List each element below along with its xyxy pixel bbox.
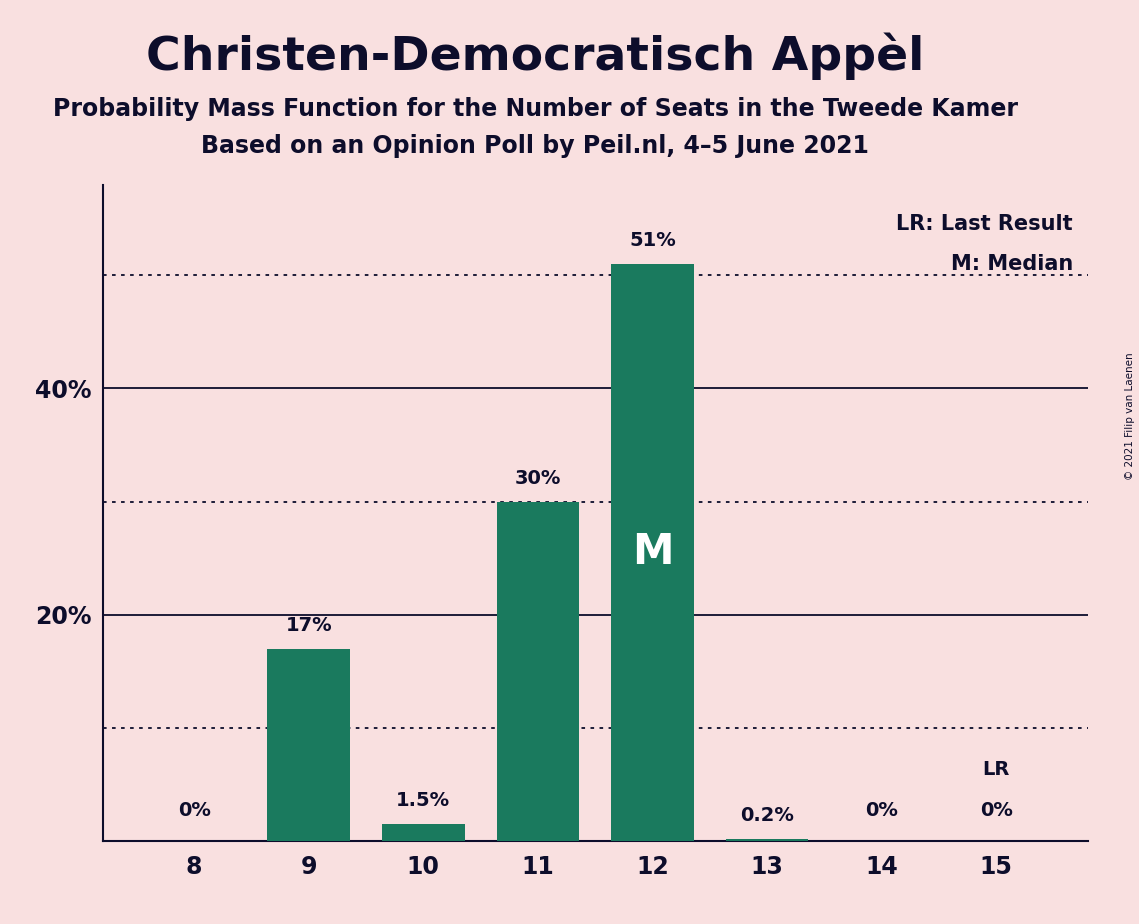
Bar [726, 839, 809, 841]
Text: 30%: 30% [515, 469, 562, 488]
Text: © 2021 Filip van Laenen: © 2021 Filip van Laenen [1125, 352, 1134, 480]
Bar [268, 649, 350, 841]
Text: M: Median: M: Median [951, 254, 1073, 274]
Bar [382, 824, 465, 841]
Text: LR: Last Result: LR: Last Result [896, 214, 1073, 235]
Text: 0%: 0% [178, 801, 211, 821]
Text: 17%: 17% [286, 616, 333, 635]
Bar [612, 264, 694, 841]
Text: 0%: 0% [866, 801, 898, 821]
Text: 0%: 0% [980, 801, 1013, 821]
Text: LR: LR [983, 760, 1010, 779]
Text: Based on an Opinion Poll by Peil.nl, 4–5 June 2021: Based on an Opinion Poll by Peil.nl, 4–5… [202, 134, 869, 158]
Bar [497, 502, 579, 841]
Text: Christen-Democratisch Appèl: Christen-Democratisch Appèl [146, 32, 925, 79]
Text: Probability Mass Function for the Number of Seats in the Tweede Kamer: Probability Mass Function for the Number… [52, 97, 1018, 121]
Text: 1.5%: 1.5% [396, 791, 450, 810]
Text: M: M [632, 531, 673, 574]
Text: 0.2%: 0.2% [740, 806, 794, 825]
Text: 51%: 51% [629, 231, 675, 250]
